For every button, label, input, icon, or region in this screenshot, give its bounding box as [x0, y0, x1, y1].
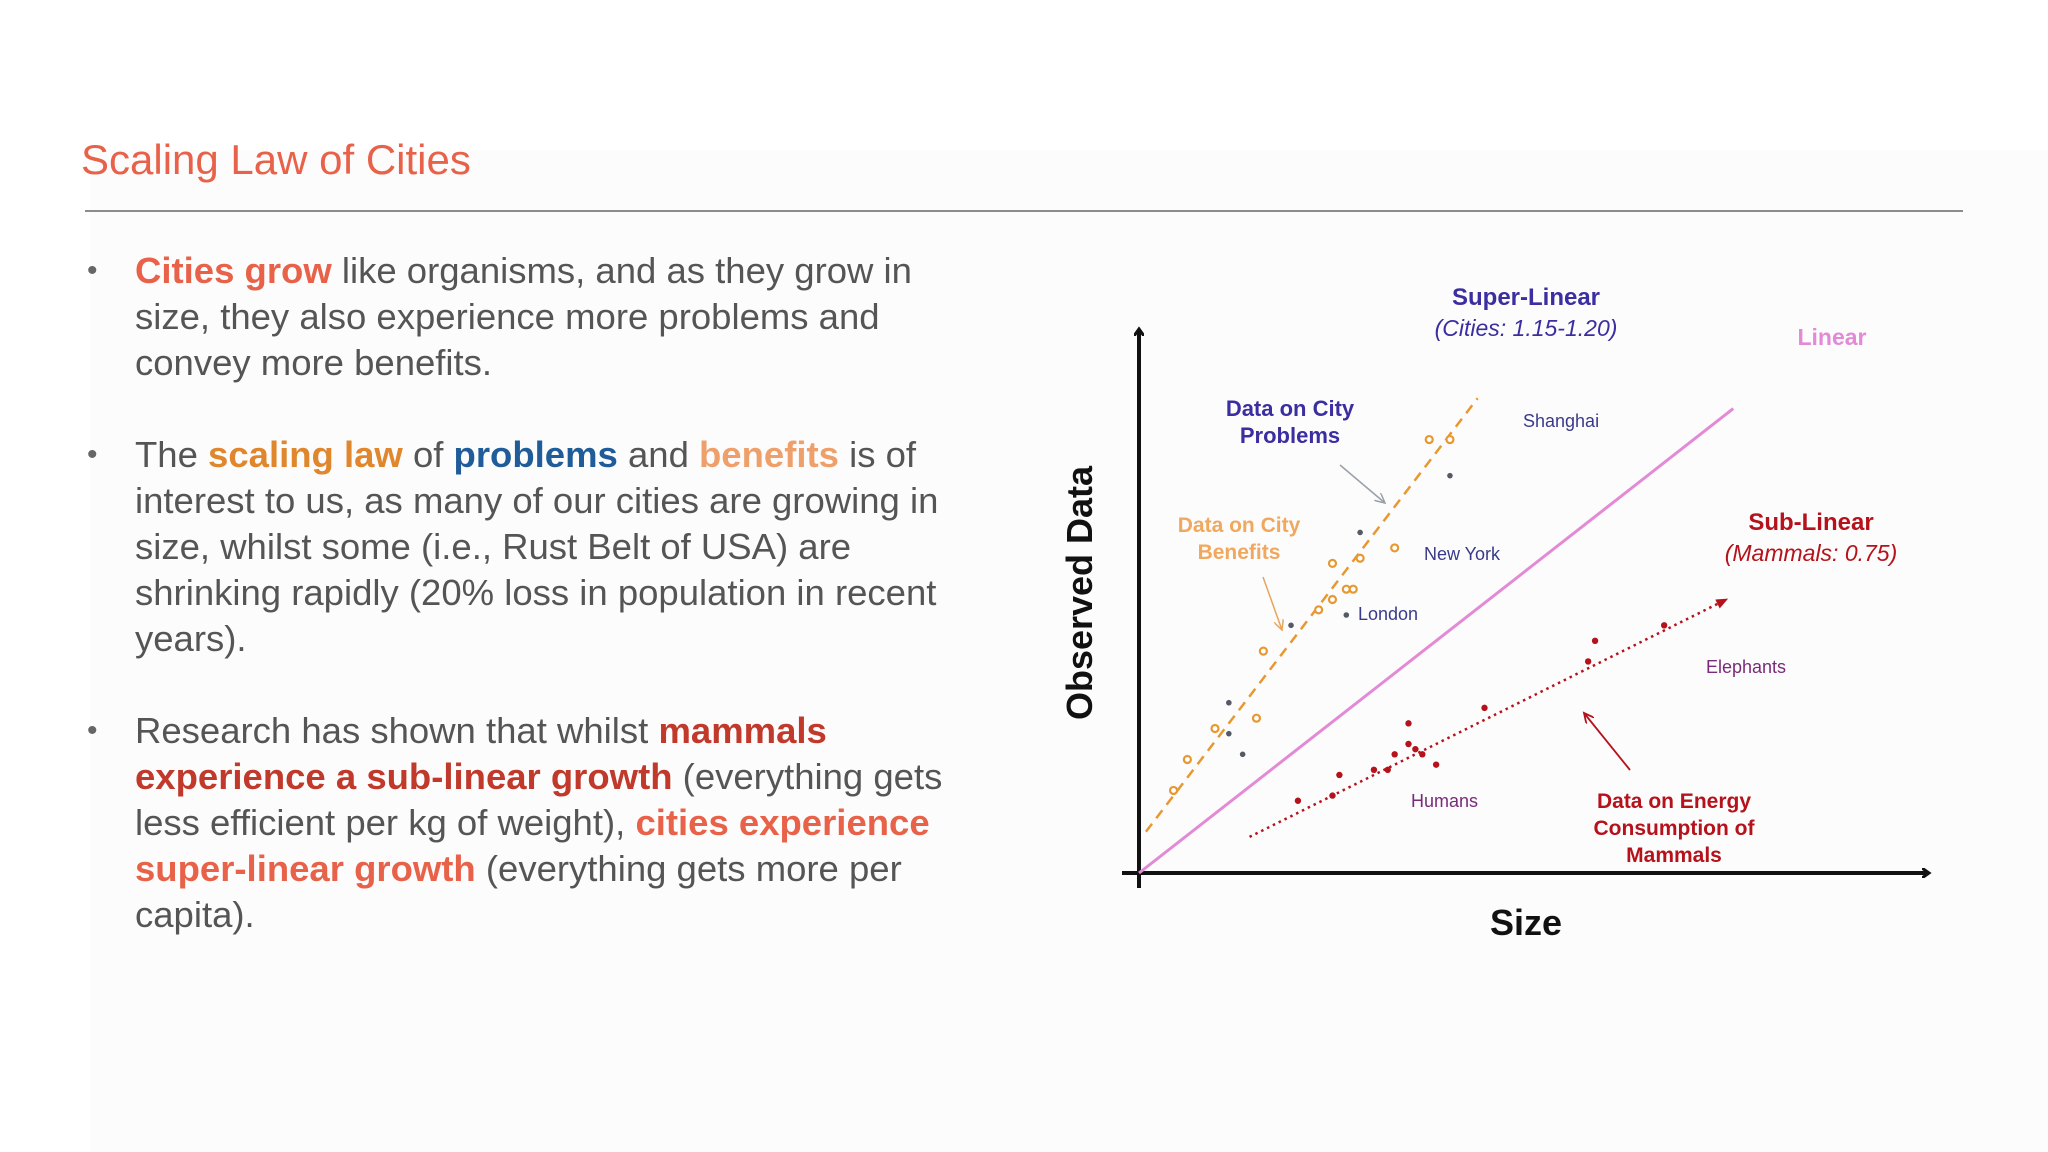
humans-label: Humans: [1411, 791, 1478, 811]
highlight-text: Cities grow: [135, 250, 332, 291]
data-on-energy-consumption-of-mammals-point: [1419, 751, 1426, 758]
data-on-city-benefits-point: [1348, 584, 1358, 594]
body-text: and: [617, 434, 700, 475]
sub-linear-trend-line: [1249, 598, 1729, 838]
data-on-city-benefits-point: [1314, 605, 1324, 615]
bullet-marker: •: [87, 438, 98, 471]
data-on-energy-consumption-of-mammals-point: [1432, 761, 1440, 768]
bullet-item: • The scaling law of problems and benefit…: [80, 432, 980, 662]
highlight-text: cities experience super-linear growth: [135, 802, 930, 889]
data-on-city-benefits-point: [1355, 553, 1365, 563]
super-linear-exponent: (Cities: 1.15-1.20): [1435, 315, 1618, 341]
body-text: is of interest to us, as many of our cit…: [135, 434, 939, 659]
data-on-energy-consumption-of-mammals-point: [1660, 622, 1668, 629]
highlight-text: benefits: [699, 434, 839, 475]
energy-callout-arrow: [1584, 713, 1631, 771]
data-on-city-benefits-point: [1327, 594, 1338, 605]
data-on-city-problems-point: [1226, 730, 1232, 737]
data-on-energy-consumption-of-mammals-point: [1391, 751, 1398, 758]
new-york-label: New York: [1424, 544, 1501, 564]
body-text: Research has shown that whilst: [135, 710, 659, 751]
data-on-city-problems-point: [1357, 529, 1363, 536]
data-on-energy-consumption-of-mammals-point: [1405, 740, 1412, 748]
linear-trend-line: [1138, 407, 1735, 875]
super-linear-label: Super-Linear: [1452, 284, 1600, 311]
body-text: (everything gets less efficient per kg o…: [135, 756, 943, 843]
bullet-marker: •: [87, 254, 98, 287]
sub-linear-exponent: (Mammals: 0.75): [1725, 540, 1898, 566]
benefits-callout-arrow: [1262, 576, 1282, 630]
data-on-city-benefits-point: [1182, 754, 1192, 765]
data-on-energy-consumption-of-mammals-point: [1584, 658, 1592, 665]
data-on-city-benefits-point: [1445, 434, 1455, 445]
data-on-city-problems-point: [1226, 699, 1232, 706]
body-text: (everything gets more per capita).: [135, 848, 902, 935]
elephants-label: Elephants: [1706, 657, 1786, 677]
data-on-city-problems-point: [1288, 622, 1294, 629]
data-on-city-benefits-point: [1327, 558, 1338, 569]
london-label: London: [1358, 604, 1418, 624]
data-on-energy-consumption-of-mammals-point: [1336, 771, 1343, 779]
benefits-label-line2: Benefits: [1198, 541, 1281, 564]
slide-background: [90, 150, 2048, 1152]
x-axis-label: Size: [1490, 902, 1562, 943]
bullet-marker: •: [87, 714, 98, 747]
slide-title: Scaling Law of Cities: [81, 136, 471, 183]
data-on-city-benefits-point: [1390, 543, 1400, 553]
data-on-city-benefits-point: [1210, 723, 1220, 734]
sub-linear-label: Sub-Linear: [1748, 509, 1873, 536]
data-on-city-problems-point: [1239, 751, 1246, 758]
data-on-energy-consumption-of-mammals-point: [1405, 720, 1412, 727]
data-on-energy-consumption-of-mammals-point: [1329, 792, 1336, 799]
title-divider: [85, 210, 1963, 212]
shanghai-label: Shanghai: [1523, 411, 1599, 431]
super-linear-trend-line: [1144, 397, 1479, 833]
bullet-item: • Cities grow like organisms, and as they…: [80, 248, 980, 386]
data-on-energy-consumption-of-mammals-point: [1412, 745, 1419, 753]
data-on-energy-consumption-of-mammals-point: [1384, 766, 1391, 773]
data-on-energy-consumption-of-mammals-point: [1591, 637, 1599, 644]
problems-callout-arrow: [1339, 464, 1385, 503]
energy-label-line3: Mammals: [1626, 844, 1722, 867]
data-on-energy-consumption-of-mammals-point: [1370, 766, 1378, 773]
benefits-label-line1: Data on City: [1178, 514, 1301, 537]
linear-label: Linear: [1797, 324, 1866, 350]
body-text: The: [135, 434, 209, 475]
highlight-text: scaling law: [208, 434, 403, 475]
data-on-energy-consumption-of-mammals-point: [1481, 704, 1488, 712]
data-on-city-benefits-point: [1251, 713, 1262, 723]
energy-label-line2: Consumption of: [1594, 817, 1756, 840]
body-text: of: [402, 434, 454, 475]
problems-label-line1: Data on City: [1226, 396, 1355, 421]
bullet-list: • Cities grow like organisms, and as they…: [80, 248, 980, 984]
data-on-city-problems-point: [1447, 472, 1453, 479]
energy-label-line1: Data on Energy: [1597, 790, 1751, 813]
data-on-city-problems-point: [1343, 612, 1350, 618]
bullet-item: • Research has shown that whilst mammals …: [80, 708, 980, 938]
problems-label-line2: Problems: [1240, 423, 1340, 448]
body-text: like organisms, and as they grow in size…: [135, 250, 912, 383]
highlight-text: problems: [453, 434, 618, 475]
data-on-city-benefits-point: [1168, 785, 1179, 796]
y-axis-label: Observed Data: [1059, 465, 1100, 720]
data-on-energy-consumption-of-mammals-point: [1294, 797, 1302, 804]
data-on-city-benefits-point: [1258, 646, 1268, 656]
data-on-city-benefits-point: [1424, 434, 1434, 445]
highlight-text: mammals experience a sub-linear growth: [135, 710, 827, 797]
